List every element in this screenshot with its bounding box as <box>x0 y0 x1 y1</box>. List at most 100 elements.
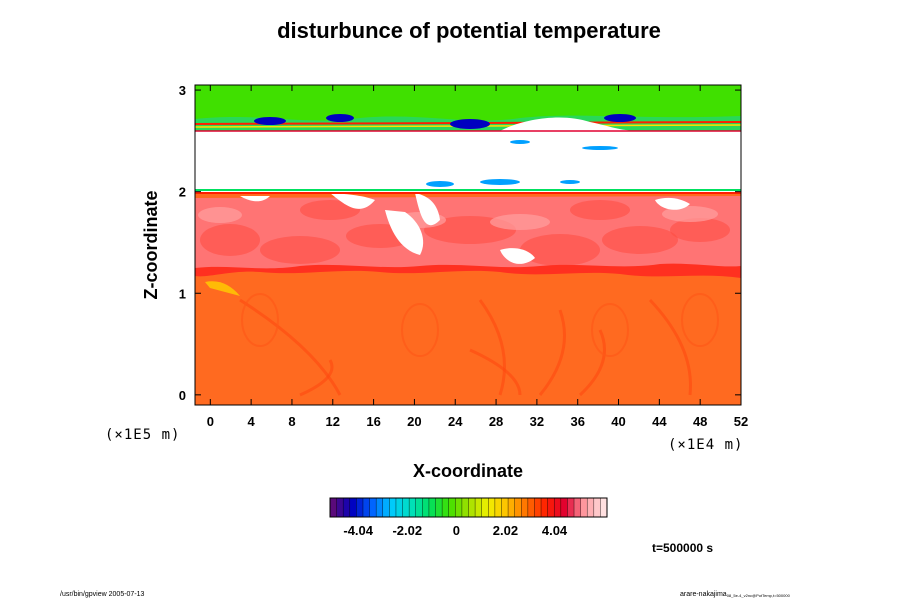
cool-streak <box>582 146 618 150</box>
eddy <box>681 293 719 347</box>
colorbar-swatch <box>554 498 562 517</box>
y-tick-label: 1 <box>179 286 186 301</box>
colorbar-swatch <box>402 498 410 517</box>
colorbar-tick-label: 0 <box>453 523 460 538</box>
colorbar-swatch <box>415 498 423 517</box>
cool-streak <box>426 181 454 187</box>
colorbar-frame <box>329 497 608 518</box>
plot-frame <box>194 84 742 406</box>
mixing-patch <box>260 236 340 264</box>
colorbar-swatch <box>514 498 522 517</box>
colorbar-swatch <box>547 498 555 517</box>
y-axis: 0 1 2 3 <box>179 83 741 403</box>
x-tick-label: 0 <box>207 414 214 429</box>
colorbar-swatch <box>455 498 463 517</box>
colorbar-swatch <box>560 498 568 517</box>
white-pocket <box>655 197 690 210</box>
x-tick-label: 16 <box>366 414 380 429</box>
colorbar-tick-label: 2.02 <box>493 523 518 538</box>
chart-title: disturbunce of potential temperature <box>277 18 661 43</box>
colorbar-swatch <box>356 498 364 517</box>
footer-right-sub: 08_5e-4_v2nc@PotTemp,t=500000 <box>727 593 791 598</box>
colorbar-swatch <box>389 498 397 517</box>
colorbar-tick-label: -4.04 <box>343 523 373 538</box>
warm-streak <box>205 281 240 296</box>
colorbar-swatch <box>395 498 404 517</box>
colorbar-swatch <box>521 498 529 517</box>
mixing-patch <box>200 224 260 256</box>
colorbar-swatch <box>409 498 417 517</box>
mixing-patch <box>670 218 730 242</box>
x-tick-label: 28 <box>489 414 503 429</box>
cold-pocket <box>450 119 490 129</box>
colorbar-swatch <box>580 498 588 517</box>
white-pocket <box>500 248 535 264</box>
eddy <box>241 293 279 347</box>
plume-streak <box>648 298 692 396</box>
cold-pocket <box>604 114 636 122</box>
colorbar-swatch <box>349 498 357 517</box>
plume-streak <box>299 359 334 397</box>
colorbar-swatch <box>461 498 469 517</box>
footer-left: /usr/bin/gpview 2005-07-13 <box>60 591 145 598</box>
upper-layer-details <box>195 114 741 187</box>
colorbar-swatch <box>481 498 489 517</box>
white-pocket <box>415 193 440 226</box>
colorbar-swatch <box>336 498 344 517</box>
colorbar-swatch <box>541 498 549 517</box>
mixed-layer-details <box>198 200 730 266</box>
colorbar-swatch <box>593 498 601 517</box>
upper-white-intrusion <box>500 117 640 131</box>
white-gap-band <box>195 130 741 193</box>
y-tick-label: 2 <box>179 185 186 200</box>
x-axis: 0 4 8 12 16 20 24 28 32 36 40 44 48 52 <box>207 85 748 429</box>
y-axis-unit: (×1E5 m) <box>105 427 180 443</box>
colorbar-swatch <box>369 498 377 517</box>
cool-streak <box>560 180 580 184</box>
mixing-light-patch <box>662 206 718 222</box>
lower-layer-swirls <box>205 281 719 397</box>
eddy <box>591 303 629 357</box>
colorbar-swatch <box>567 498 575 517</box>
y-tick-label: 3 <box>179 83 186 98</box>
colorbar-tick-label: 4.04 <box>542 523 568 538</box>
x-tick-label: 32 <box>530 414 544 429</box>
eddy <box>401 303 439 357</box>
colorbar-swatch <box>475 498 483 517</box>
colorbar-swatch <box>587 498 595 517</box>
white-pocket <box>240 196 270 202</box>
x-tick-label: 12 <box>326 414 340 429</box>
mixing-patch <box>570 200 630 220</box>
x-tick-label: 48 <box>693 414 707 429</box>
x-tick-label: 24 <box>448 414 463 429</box>
cold-pocket <box>326 114 354 122</box>
x-axis-unit: (×1E4 m) <box>668 437 743 453</box>
footer-right: arare-nakajima08_5e-4_v2nc@PotTemp,t=500… <box>680 591 791 598</box>
colorbar: -4.04 -2.02 0 2.02 4.04 <box>329 497 608 538</box>
colorbar-swatch <box>508 498 516 517</box>
colorbar-swatch <box>448 498 456 517</box>
plot-area <box>195 85 741 405</box>
inversion-edge <box>195 263 741 278</box>
colorbar-swatch <box>376 498 384 517</box>
layer-boundaries <box>195 130 741 194</box>
colorbar-swatch <box>422 498 430 517</box>
x-tick-label: 4 <box>248 414 256 429</box>
colorbar-swatch <box>468 498 476 517</box>
colorbar-swatch <box>330 498 338 517</box>
time-label: t=500000 s <box>652 541 713 555</box>
colorbar-swatch <box>494 498 502 517</box>
colorbar-swatch <box>435 498 443 517</box>
colorbar-swatch <box>600 498 608 517</box>
colorbar-swatch <box>574 498 582 517</box>
white-pocket <box>330 193 375 209</box>
white-pockets <box>240 193 690 264</box>
x-tick-label: 52 <box>734 414 748 429</box>
x-tick-label: 44 <box>652 414 667 429</box>
colorbar-swatch <box>488 498 496 517</box>
x-axis-label: X-coordinate <box>413 461 523 481</box>
mixing-light-patch <box>490 214 550 230</box>
mixing-patch <box>602 226 678 254</box>
mixing-light-patch <box>198 207 242 223</box>
